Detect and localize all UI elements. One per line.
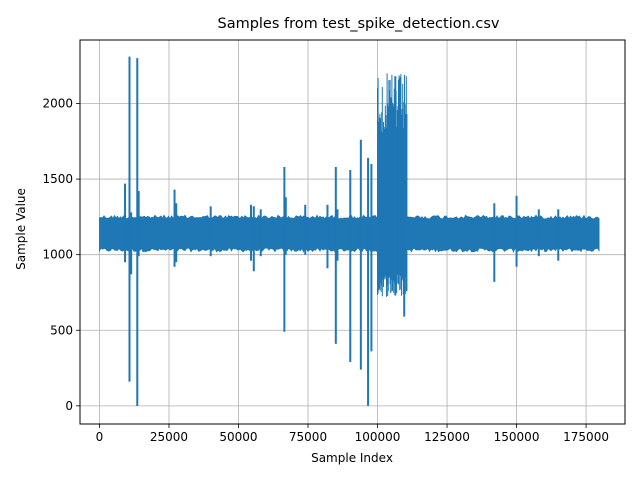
x-tick-label: 75000 (289, 430, 327, 444)
data-series (99, 56, 600, 406)
x-tick-label: 0 (96, 430, 104, 444)
chart-title: Samples from test_spike_detection.csv (217, 16, 499, 32)
y-tick-label: 1500 (42, 172, 73, 186)
x-tick-label: 125000 (424, 430, 470, 444)
signal-baseline-band (99, 214, 600, 253)
x-axis-ticks: 0 25000 50000 75000 100000 125000 150000 175000 (96, 424, 609, 444)
y-tick-label: 500 (50, 323, 73, 337)
x-tick-label: 100000 (355, 430, 401, 444)
plot-frame (79, 39, 626, 425)
y-tick-label: 0 (65, 399, 73, 413)
x-tick-label: 50000 (219, 430, 257, 444)
y-tick-label: 2000 (42, 96, 73, 110)
y-axis-label: Sample Value (14, 188, 28, 270)
y-axis-ticks: 0 500 1000 1500 2000 (42, 96, 80, 413)
x-tick-label: 25000 (150, 430, 188, 444)
x-tick-label: 150000 (494, 430, 540, 444)
x-axis-label: Sample Index (311, 451, 393, 465)
y-tick-label: 1000 (42, 248, 73, 262)
x-tick-label: 175000 (563, 430, 609, 444)
